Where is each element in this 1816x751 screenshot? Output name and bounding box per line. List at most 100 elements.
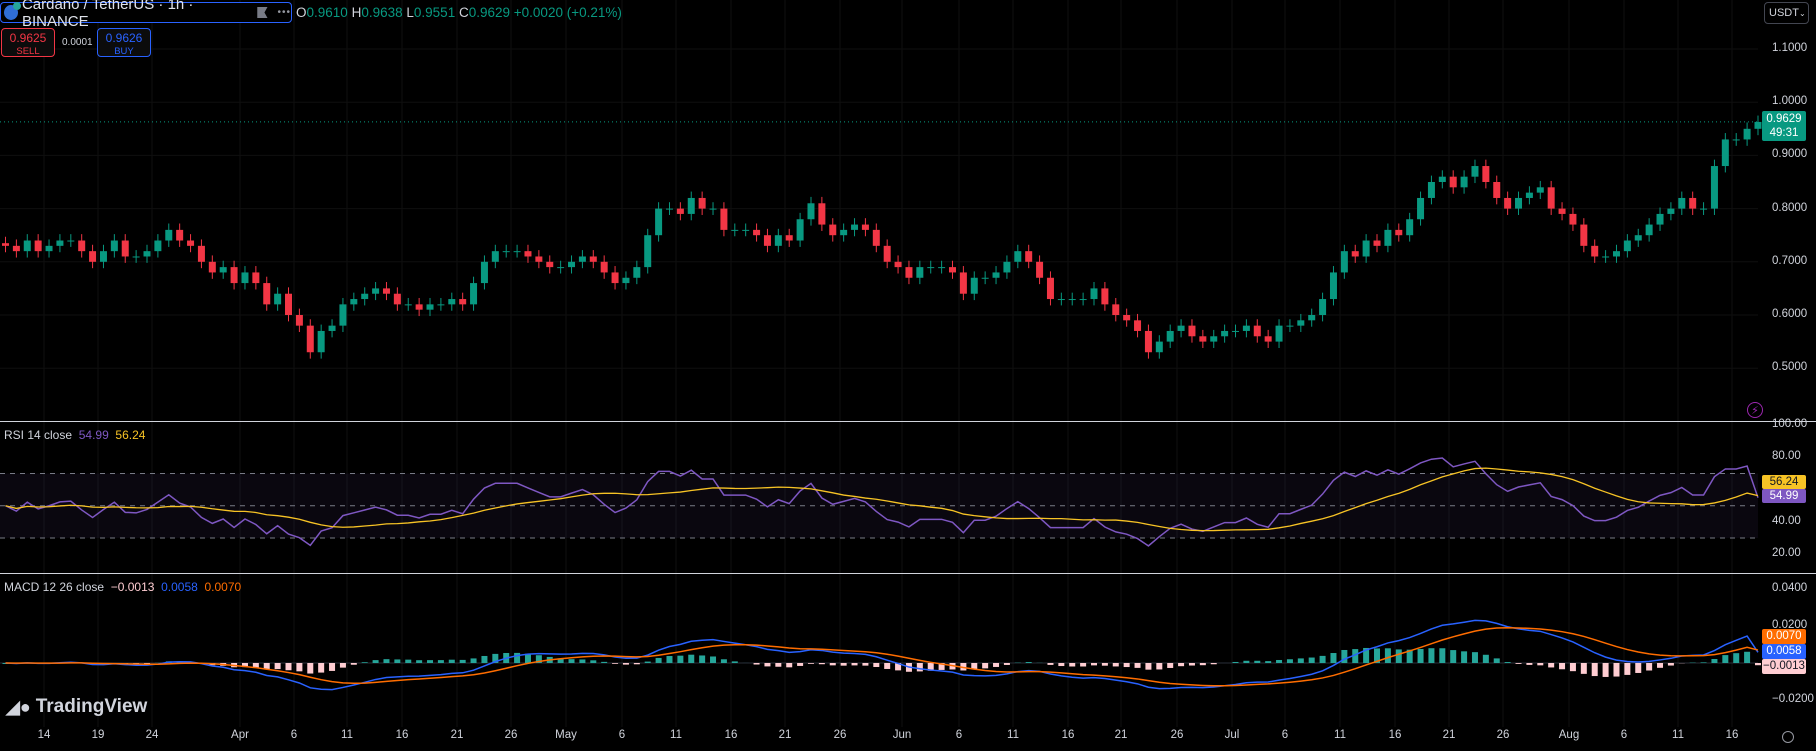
candle-body	[317, 330, 325, 353]
tradingview-logo[interactable]: ◢● TradingView	[6, 696, 147, 718]
currency-select[interactable]: USDT ⌄	[1764, 2, 1809, 24]
macd-histogram-bar	[383, 659, 390, 663]
candle-body	[219, 267, 227, 273]
candle-body	[796, 219, 804, 241]
candle-body	[1710, 166, 1718, 209]
macd-histogram-bar	[1428, 648, 1435, 663]
macd-histogram-bar	[1624, 663, 1631, 675]
price-tick: 0.5000	[1772, 361, 1808, 373]
candle-body	[905, 267, 913, 278]
candle-body	[622, 277, 630, 284]
candle-body	[807, 203, 815, 220]
candle-body	[1482, 166, 1490, 182]
buy-button[interactable]: 0.9626 BUY	[97, 28, 151, 57]
macd-histogram-bar	[1178, 663, 1185, 667]
candle-body	[393, 293, 401, 305]
macd-histogram-bar	[1722, 655, 1729, 663]
rsi-tick: 100.00	[1772, 418, 1808, 430]
candle-body	[1068, 299, 1076, 301]
macd-histogram-bar	[1482, 654, 1489, 663]
candle-body	[1580, 224, 1588, 246]
macd-histogram-bar	[470, 658, 477, 663]
tradingview-logo-icon: ◢●	[6, 696, 31, 717]
candle-body	[1123, 315, 1131, 321]
macd-histogram-bar	[329, 663, 336, 671]
price-tick: 0.6000	[1772, 308, 1808, 320]
currency-label: USDT	[1769, 7, 1799, 19]
macd-histogram-bar	[1711, 658, 1718, 663]
low-value: 0.9551	[413, 5, 456, 20]
lightning-icon[interactable]: ⚡︎	[1747, 402, 1763, 418]
rsi-tick: 20.00	[1772, 547, 1801, 559]
macd-histogram-bar	[1602, 663, 1609, 677]
macd-line	[5, 619, 1759, 691]
candle-body	[883, 245, 891, 262]
more-options-icon[interactable]: •••	[277, 7, 292, 18]
candle-body	[480, 261, 488, 284]
candle-body	[1166, 330, 1174, 342]
candle-body	[611, 272, 619, 284]
macd-histogram-bar	[1276, 659, 1283, 663]
macd-histogram-bar	[753, 663, 760, 665]
flag-icon[interactable]	[257, 7, 268, 18]
macd-histogram-bar	[1504, 662, 1511, 663]
time-label: 26	[833, 729, 847, 741]
candle-body	[1264, 336, 1272, 342]
candle-body	[1427, 182, 1435, 198]
candle-body	[1602, 256, 1610, 258]
candle-body	[1754, 121, 1762, 129]
macd-histogram-bar	[1003, 663, 1010, 665]
macd-legend[interactable]: MACD 12 26 close −0.0013 0.0058 0.0070	[4, 580, 241, 594]
macd-histogram-bar	[579, 659, 586, 663]
settings-gear-icon[interactable]	[1782, 731, 1794, 743]
time-label: 26	[1496, 729, 1510, 741]
sell-button[interactable]: 0.9625 SELL	[1, 28, 55, 57]
macd-histogram-bar	[1308, 657, 1315, 663]
candle-body	[1036, 261, 1044, 278]
ohlc-readout: O0.9610 H0.9638 L0.9551 C0.9629 +0.0020 …	[296, 5, 622, 20]
macd-histogram-bar	[1123, 663, 1130, 668]
macd-histogram-bar	[524, 653, 531, 663]
candle-body	[1057, 299, 1065, 301]
candle-body	[187, 240, 195, 246]
candle-body	[698, 197, 706, 209]
macd-histogram-bar	[1439, 648, 1446, 663]
macd-histogram-bar	[644, 661, 651, 663]
macd-histogram-bar	[339, 663, 346, 668]
candle-body	[165, 229, 173, 241]
candle-body	[1373, 240, 1381, 246]
macd-histogram-bar	[1395, 649, 1402, 663]
time-label: 6	[1281, 729, 1289, 741]
candle-body	[1558, 208, 1566, 214]
symbol-title-box[interactable]: Cardano / TetherUS · 1h · BINANCE •••	[0, 0, 292, 30]
candle-body	[568, 261, 576, 268]
macd-histogram-bar	[1461, 651, 1468, 663]
macd-histogram-bar	[1515, 663, 1522, 664]
pane-separator[interactable]	[0, 573, 1816, 574]
candle-body	[56, 240, 64, 246]
macd-histogram-bar	[427, 660, 434, 663]
candle-body	[861, 224, 869, 230]
macd-histogram-bar	[677, 655, 684, 663]
pane-separator[interactable]	[0, 421, 1816, 422]
last-price: 0.9629	[1766, 113, 1802, 125]
rsi-legend[interactable]: RSI 14 close 54.99 56.24	[4, 428, 145, 442]
candle-body	[1449, 176, 1457, 188]
macd-histogram-bar	[1243, 660, 1250, 663]
candle-body	[295, 315, 303, 326]
candle-body	[763, 235, 771, 246]
macd-histogram-bar	[1254, 660, 1261, 663]
macd-histogram-bar	[263, 663, 270, 670]
macd-histogram-bar	[797, 663, 804, 666]
macd-histogram-bar	[1450, 650, 1457, 663]
candle-body	[676, 208, 684, 214]
candle-body	[1667, 208, 1675, 214]
candle-body	[491, 251, 499, 262]
candle-body	[687, 197, 695, 214]
candle-body	[938, 267, 946, 269]
macd-histogram-bar	[710, 656, 717, 663]
macd-histogram-bar	[1591, 663, 1598, 677]
candle-body	[1678, 197, 1686, 209]
macd-histogram-bar	[448, 659, 455, 663]
